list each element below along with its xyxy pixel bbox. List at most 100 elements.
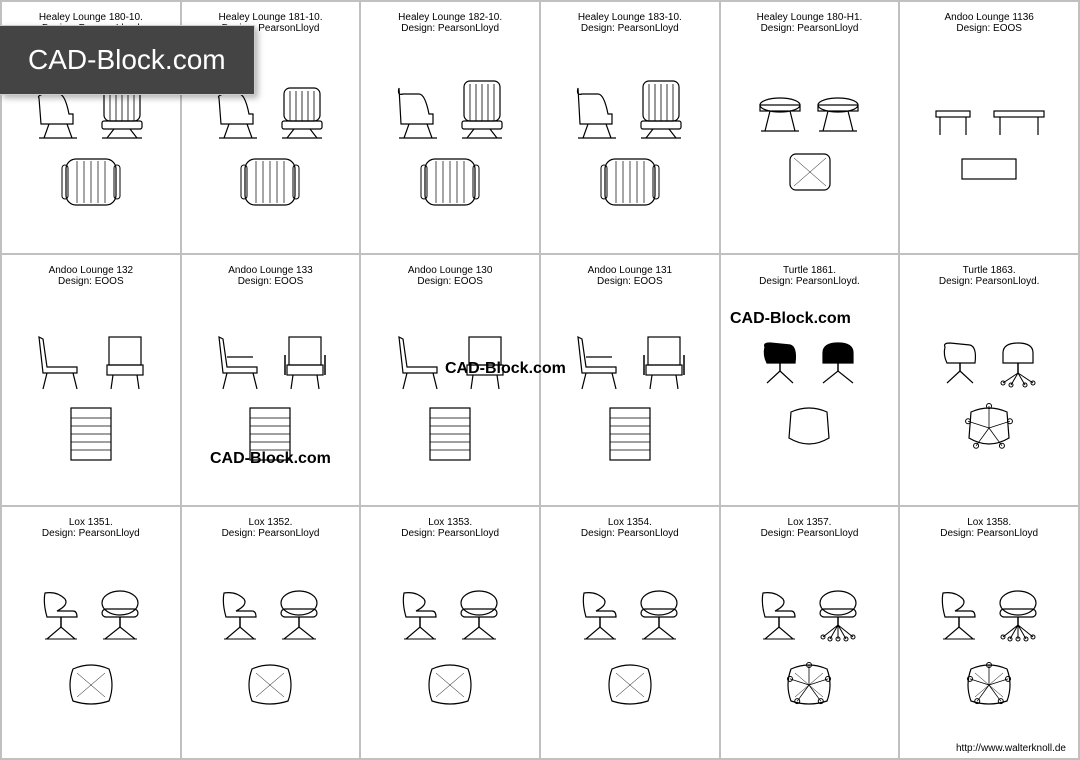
watermark-main: CAD-Block.com (0, 25, 255, 95)
block-designer: Design: PearsonLloyd (940, 528, 1038, 539)
block-designer: Design: PearsonLloyd (401, 528, 499, 539)
block-designer: Design: PearsonLloyd (761, 23, 859, 34)
front-view-icon (636, 327, 691, 392)
front-view-icon (813, 335, 863, 390)
side-view-icon (29, 327, 89, 392)
front-view-icon (452, 76, 512, 141)
block-views (2, 287, 180, 506)
block-designer: Design: PearsonLloyd (401, 23, 499, 34)
block-title: Lox 1353. (428, 517, 472, 528)
top-view-icon (600, 655, 660, 713)
cad-block-cell: Healey Lounge 182-10. Design: PearsonLlo… (360, 1, 540, 254)
watermark-overlay: CAD-Block.com (445, 360, 566, 378)
block-title: Andoo Lounge 132 (49, 265, 134, 276)
front-view-icon (631, 76, 691, 141)
block-title: Healey Lounge 181-10. (219, 12, 323, 23)
top-view-icon (61, 402, 121, 464)
cad-block-cell: Andoo Lounge 131 Design: EOOS (540, 254, 720, 507)
top-view-icon (235, 151, 305, 211)
side-view-icon (755, 91, 805, 136)
block-title: Lox 1354. (608, 517, 652, 528)
footer-url: http://www.walterknoll.de (956, 743, 1066, 754)
block-views (900, 34, 1078, 253)
side-view-icon (928, 101, 978, 141)
block-views (182, 287, 360, 506)
cad-block-cell: Andoo Lounge 133 Design: EOOS (181, 254, 361, 507)
watermark-overlay: CAD-Block.com (210, 450, 331, 468)
block-designer: Design: EOOS (238, 276, 304, 287)
block-title: Lox 1358. (967, 517, 1011, 528)
block-title: Lox 1351. (69, 517, 113, 528)
front-view-icon (993, 335, 1043, 390)
top-view-icon (782, 146, 837, 196)
side-view-icon (755, 585, 805, 645)
block-designer: Design: PearsonLloyd (222, 528, 320, 539)
front-view-icon (986, 101, 1051, 141)
block-title: Lox 1357. (788, 517, 832, 528)
block-designer: Design: PearsonLloyd (581, 528, 679, 539)
block-views (541, 34, 719, 253)
top-view-icon (56, 151, 126, 211)
cad-block-cell: Andoo Lounge 132 Design: EOOS (1, 254, 181, 507)
side-view-icon (389, 76, 444, 141)
front-view-icon (274, 585, 324, 645)
front-view-icon (454, 585, 504, 645)
cad-block-cell: Healey Lounge 180-H1. Design: PearsonLlo… (720, 1, 900, 254)
front-view-icon (993, 585, 1043, 645)
watermark-overlay: CAD-Block.com (730, 310, 851, 328)
cad-block-cell: Lox 1352. Design: PearsonLloyd (181, 506, 361, 759)
block-designer: Design: EOOS (597, 276, 663, 287)
top-view-icon (959, 655, 1019, 713)
cad-grid: Healey Lounge 180-10. Design: PearsonLlo… (0, 0, 1080, 760)
block-title: Healey Lounge 182-10. (398, 12, 502, 23)
block-title: Healey Lounge 180-10. (39, 12, 143, 23)
top-view-icon (595, 151, 665, 211)
side-view-icon (216, 585, 266, 645)
side-view-icon (396, 585, 446, 645)
front-view-icon (95, 585, 145, 645)
side-view-icon (576, 585, 626, 645)
top-view-icon (600, 402, 660, 464)
cad-block-cell: Turtle 1861. Design: PearsonLloyd. (720, 254, 900, 507)
side-view-icon (37, 585, 87, 645)
top-view-icon (240, 655, 300, 713)
block-designer: Design: PearsonLloyd (581, 23, 679, 34)
top-view-icon (420, 655, 480, 713)
block-title: Healey Lounge 180-H1. (757, 12, 863, 23)
cad-block-cell: Andoo Lounge 130 Design: EOOS (360, 254, 540, 507)
block-views (2, 539, 180, 758)
cad-block-cell: Lox 1357. Design: PearsonLloyd (720, 506, 900, 759)
side-view-icon (755, 335, 805, 390)
side-view-icon (568, 327, 628, 392)
block-views (541, 539, 719, 758)
block-designer: Design: EOOS (956, 23, 1022, 34)
block-title: Healey Lounge 183-10. (578, 12, 682, 23)
top-view-icon (779, 400, 839, 456)
front-view-icon (272, 76, 332, 141)
cad-block-cell: Andoo Lounge 1136 Design: EOOS (899, 1, 1079, 254)
block-title: Andoo Lounge 133 (228, 265, 313, 276)
cad-block-cell: Lox 1351. Design: PearsonLloyd (1, 506, 181, 759)
front-view-icon (634, 585, 684, 645)
block-views (361, 539, 539, 758)
block-title: Turtle 1863. (963, 265, 1016, 276)
block-views (541, 287, 719, 506)
cad-block-cell: Turtle 1863. Design: PearsonLloyd. (899, 254, 1079, 507)
front-view-icon (277, 327, 332, 392)
top-view-icon (779, 655, 839, 713)
cad-block-cell: Healey Lounge 183-10. Design: PearsonLlo… (540, 1, 720, 254)
block-designer: Design: PearsonLloyd. (759, 276, 860, 287)
top-view-icon (420, 402, 480, 464)
top-view-icon (61, 655, 121, 713)
top-view-icon (954, 151, 1024, 186)
block-views (900, 539, 1078, 758)
block-title: Turtle 1861. (783, 265, 836, 276)
side-view-icon (568, 76, 623, 141)
block-views (361, 34, 539, 253)
block-title: Andoo Lounge 131 (588, 265, 673, 276)
cad-block-cell: Lox 1353. Design: PearsonLloyd (360, 506, 540, 759)
block-designer: Design: EOOS (58, 276, 124, 287)
front-view-icon (97, 327, 152, 392)
block-views (361, 287, 539, 506)
block-title: Andoo Lounge 1136 (944, 12, 1033, 23)
